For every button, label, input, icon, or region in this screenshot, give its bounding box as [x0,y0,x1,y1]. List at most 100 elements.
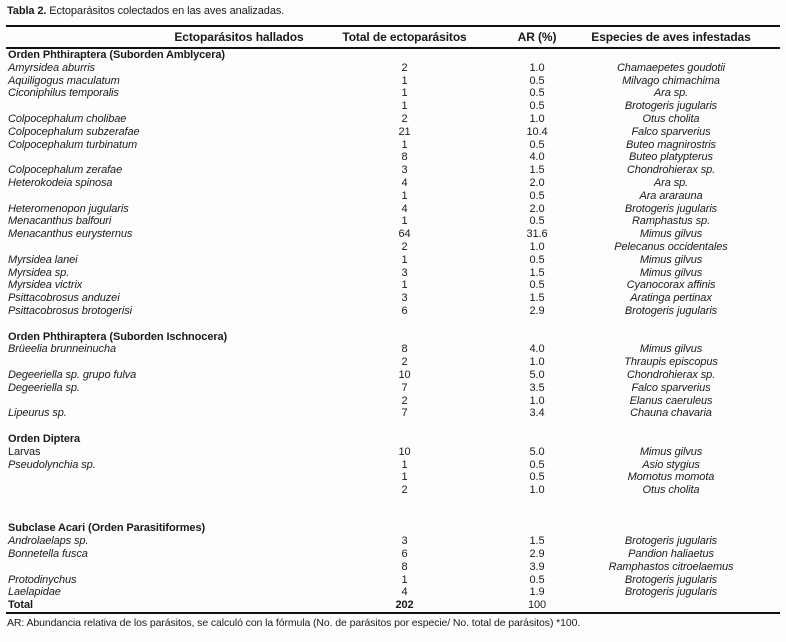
table-row: Amyrsidea aburris 2 1.0 Chamaepetes goudoti… [6,62,780,75]
ar-percent: 1.0 [529,61,545,74]
total-count: 4 [401,586,408,599]
spacer-row [6,510,780,523]
table-row: Psittacobrosus anduzei 3 1.5 Aratinga perti… [6,292,780,305]
section-row: Subclase Acari (Orden Parasitiformes) [6,522,780,535]
table-row: Colpocephalum zerafae 3 1.5 Chondrohierax s… [6,164,780,177]
ar-percent: 0.5 [529,471,545,484]
bird-species: Otus cholita [642,484,700,497]
parasite-name [6,356,322,369]
total-count: 3 [401,535,408,548]
total-count: 1 [401,189,408,202]
total-count: 8 [401,343,408,356]
total-count: 3 [401,292,408,305]
parasite-name: Colpocephalum turbinatum [8,138,138,151]
parasite-name [6,471,322,484]
ar-percent: 0.5 [529,253,545,266]
table-row: 1 0.5 Ara ararauna [6,190,780,203]
table-row: Menacanthus balfouri 1 0.5 Ramphastus sp. [6,215,780,228]
total-count: 202 [395,599,414,612]
bird-species: Chondrohierax sp. [626,164,716,177]
parasite-name: Myrsidea victrix [8,279,83,292]
table-row: Menacanthus eurysternus 64 31.6 Mimus gilvu… [6,228,780,241]
ar-percent: 2.9 [529,304,545,317]
parasite-name: Laelapidae [8,586,61,599]
bird-species: Ramphastos citroelaemus [608,560,734,573]
ar-percent: 2.0 [529,176,545,189]
ar-percent: 0.5 [529,138,545,151]
parasite-name: Protodinychus [8,573,77,586]
bird-species: Buteo platypterus [629,151,713,164]
table-row: 2 1.0 Elanus caeruleus [6,395,780,408]
bird-species: Chauna chavaria [630,407,712,420]
table-row: Colpocephalum cholibae 2 1.0 Otus cholita [6,113,780,126]
header-ar-percent: AR (%) [517,30,557,44]
table-row: Bonnetella fusca 6 2.9 Pandion haliaetus [6,548,780,561]
parasite-name: Psittacobrosus brotogerisi [8,304,132,317]
ar-percent: 1.5 [529,292,545,305]
table-row: Colpocephalum subzerafae 21 10.4 Falco spar… [6,126,780,139]
table-row: Pseudolynchia sp. 1 0.5 Asio stygius [6,459,780,472]
bird-species: Thraupis episcopus [624,356,718,369]
table-bottom-rule [6,612,780,615]
total-count: 1 [401,471,408,484]
ar-percent: 1.0 [529,394,545,407]
parasite-name: Androlaelaps sp. [8,535,89,548]
total-count: 1 [401,138,408,151]
bird-species: Ara sp. [653,176,689,189]
bird-species: Mimus gilvus [639,266,703,279]
table-row: Larvas 10 5.0 Mimus gilvus [6,446,780,459]
table-header-row: Ectoparásitos hallados Total de ectopará… [6,25,780,49]
bird-species: Elanus caeruleus [629,394,713,407]
total-count: 1 [401,279,408,292]
bird-species: Falco sparverius [631,381,711,394]
header-total-ectoparasitos: Total de ectoparásitos [342,30,467,44]
ar-percent: 2.9 [529,548,545,561]
bird-species: Chamaepetes goudotii [616,61,726,74]
ar-percent: 4.0 [529,343,545,356]
parasite-name: Menacanthus balfouri [8,215,112,228]
spacer-row [6,420,780,433]
ar-percent: 100 [527,599,547,612]
ar-percent: 1.9 [529,586,545,599]
parasite-name [6,151,322,164]
total-count: 1 [401,458,408,471]
spacer-row [6,318,780,331]
bird-species: Brotogeris jugularis [624,535,718,548]
parasite-name: Degeeriella sp. grupo fulva [8,368,137,381]
ar-percent: 1.0 [529,240,545,253]
ar-percent: 0.5 [529,87,545,100]
bird-species: Asio stygius [642,458,700,471]
total-count: 1 [401,573,408,586]
bird-species: Ara sp. [653,87,689,100]
total-count: 8 [401,151,408,164]
table-row: Myrsidea sp. 3 1.5 Mimus gilvus [6,267,780,280]
bird-species: Mimus gilvus [639,343,703,356]
table-row: Laelapidae 4 1.9 Brotogeris jugularis [6,586,780,599]
ar-percent: 5.0 [529,445,545,458]
table-row: Colpocephalum turbinatum 1 0.5 Buteo magnir… [6,139,780,152]
parasite-name: Colpocephalum zerafae [8,164,123,177]
total-count: 1 [401,87,408,100]
bird-species: Cyanocorax affinis [626,279,716,292]
total-count: 2 [401,394,408,407]
ar-percent: 0.5 [529,458,545,471]
table-row: Ciconiphilus temporalis 1 0.5 Ara sp. [6,87,780,100]
parasite-name [6,561,322,574]
parasite-name [6,100,322,113]
bird-species [587,599,780,612]
table-title-text: Ectoparásitos colectados en las aves ana… [46,5,285,17]
ar-percent: 0.5 [529,573,545,586]
parasite-name [6,241,322,254]
parasite-name: Myrsidea sp. [8,266,70,279]
parasite-name: Heterokodeia spinosa [8,176,113,189]
ar-percent: 1.0 [529,112,545,125]
bird-species: Pelecanus occidentales [614,240,728,253]
total-count: 64 [398,228,411,241]
parasite-name: Brüeelia brunneinucha [8,343,116,356]
table-body: Orden Phthiraptera (Suborden Amblycera) A… [6,49,780,612]
footnote: AR: Abundancia relativa de los parásitos… [7,617,581,629]
ar-percent: 3.5 [529,381,545,394]
total-count: 7 [401,407,408,420]
table-row: Heterokodeia spinosa 4 2.0 Ara sp. [6,177,780,190]
